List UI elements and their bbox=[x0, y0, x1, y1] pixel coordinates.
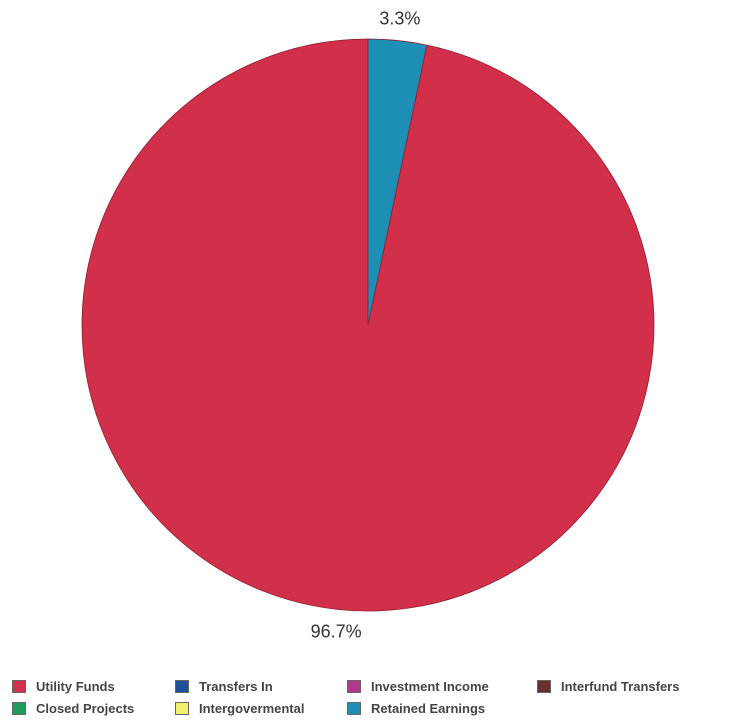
legend-label-interfund-transfers: Interfund Transfers bbox=[561, 678, 680, 694]
legend-swatch-closed-projects bbox=[12, 701, 26, 715]
legend-item-closed-projects: Closed Projects bbox=[12, 699, 175, 717]
legend-swatch-utility-funds bbox=[12, 679, 26, 693]
legend-item-retained-earnings: Retained Earnings bbox=[347, 699, 537, 717]
legend-label-transfers-in: Transfers In bbox=[199, 678, 273, 694]
legend-label-utility-funds: Utility Funds bbox=[36, 678, 115, 694]
pie-slices bbox=[81, 38, 655, 612]
legend-item-investment-income: Investment Income bbox=[347, 677, 537, 695]
legend-swatch-intergovermental bbox=[175, 701, 189, 715]
legend-item-interfund-transfers: Interfund Transfers bbox=[537, 677, 727, 695]
slice-labels: 96.7% 3.3% bbox=[311, 9, 421, 642]
legend-item-intergovermental: Intergovermental bbox=[175, 699, 347, 717]
legend-label-intergovermental: Intergovermental bbox=[199, 700, 305, 716]
legend-swatch-interfund-transfers bbox=[537, 679, 551, 693]
legend: Utility Funds Transfers In Investment In… bbox=[12, 677, 727, 717]
legend-item-transfers-in: Transfers In bbox=[175, 677, 347, 695]
slice-label-utility-funds: 96.7% bbox=[311, 621, 362, 641]
legend-label-investment-income: Investment Income bbox=[371, 678, 489, 694]
legend-label-closed-projects: Closed Projects bbox=[36, 700, 135, 716]
pie-chart: 96.7% 3.3% bbox=[81, 9, 655, 642]
pie-slice-retained-earnings bbox=[367, 38, 428, 326]
legend-label-retained-earnings: Retained Earnings bbox=[371, 700, 486, 716]
slice-label-retained-earnings: 3.3% bbox=[379, 9, 420, 29]
legend-swatch-transfers-in bbox=[175, 679, 189, 693]
legend-item-utility-funds: Utility Funds bbox=[12, 677, 175, 695]
legend-swatch-retained-earnings bbox=[347, 701, 361, 715]
legend-swatch-investment-income bbox=[347, 679, 361, 693]
